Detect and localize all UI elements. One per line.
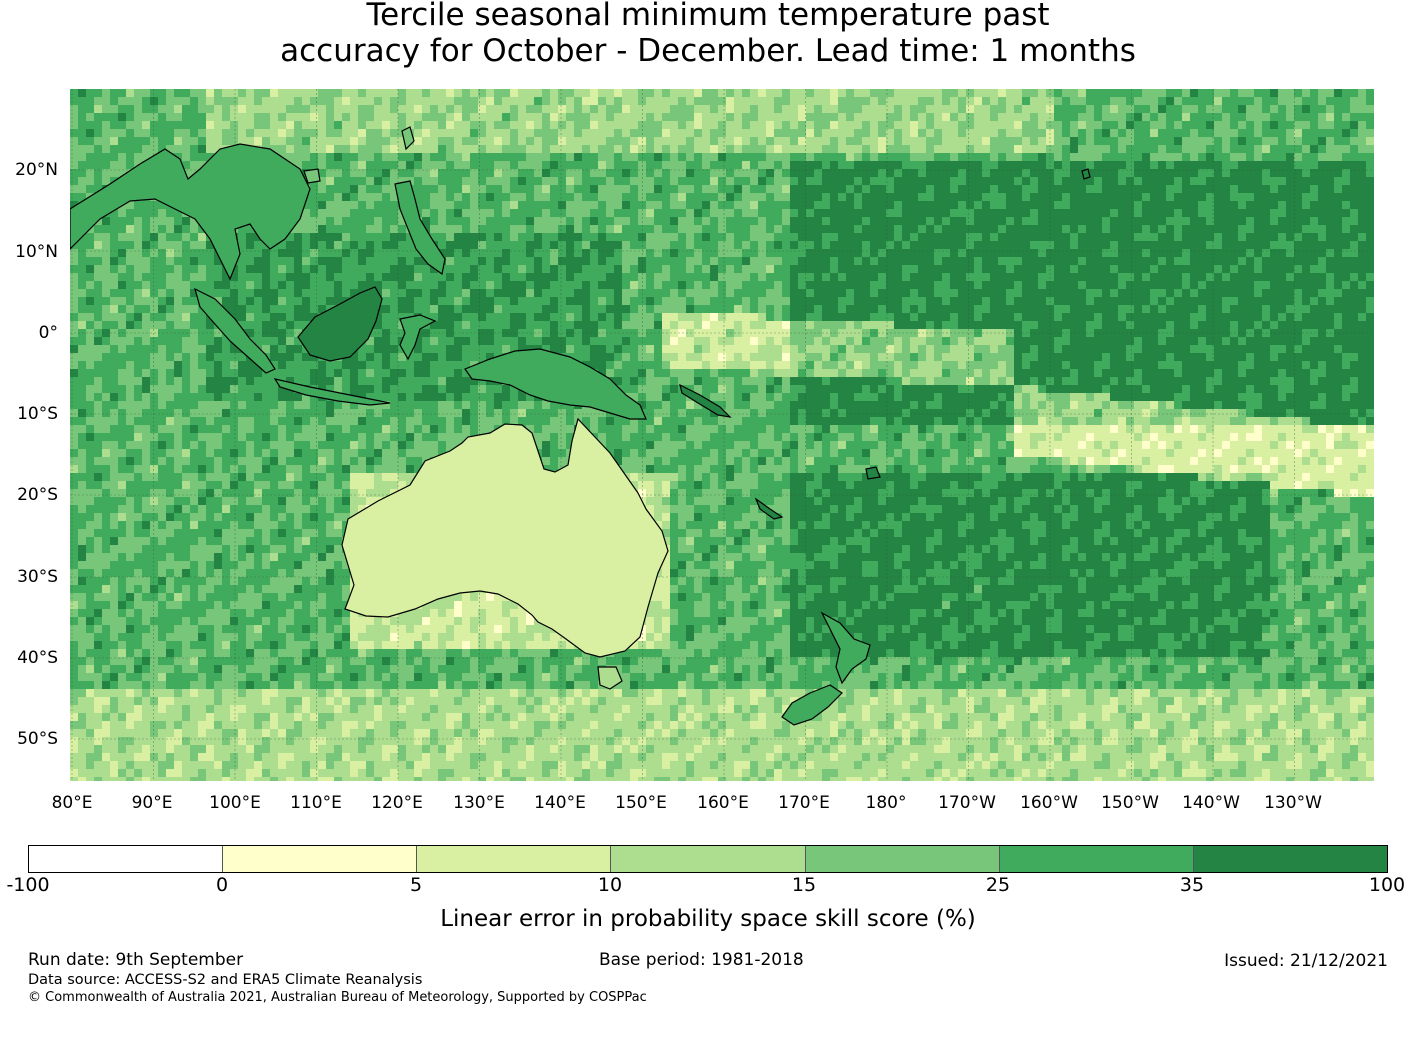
lat-label-20s: 20°S — [17, 485, 58, 505]
lat-label-30s: 30°S — [17, 567, 58, 587]
colorbar-tick: 100 — [1368, 874, 1406, 896]
skill-score-map — [70, 89, 1374, 781]
lon-label-130e: 130°E — [453, 793, 505, 813]
new-guinea-coastline — [464, 348, 647, 420]
run-date: Run date: 9th September — [28, 950, 244, 970]
lon-label-140e: 140°E — [534, 793, 586, 813]
colorbar-tick: 0 — [215, 874, 229, 896]
lon-label-170e: 170°E — [778, 793, 830, 813]
issued-date: Issued: 21/12/2021 — [1224, 951, 1388, 971]
lon-label-160e: 160°E — [697, 793, 749, 813]
lat-label-50s: 50°S — [17, 729, 58, 749]
philippines-coastline — [394, 180, 446, 276]
colorbar-tick: 5 — [409, 874, 423, 896]
lon-label-180: 180° — [865, 793, 907, 813]
lon-label-170w: 170°W — [938, 793, 996, 813]
colorbar-tick: 35 — [1179, 874, 1205, 896]
solomon-islands-coastline — [679, 383, 732, 418]
indochina-coastline — [70, 143, 311, 281]
copyright: © Commonwealth of Australia 2021, Austra… — [28, 990, 647, 1005]
borneo-coastline — [297, 286, 383, 362]
new-zealand-south-coastline — [781, 684, 843, 726]
hawaii-coastline — [1081, 168, 1091, 180]
lon-label-120e: 120°E — [371, 793, 423, 813]
colorbar-swatch-10-15 — [611, 846, 806, 872]
lon-label-80e: 80°E — [51, 793, 93, 813]
colorbar-tick: 25 — [985, 874, 1011, 896]
coastlines — [70, 126, 1091, 726]
lat-label-10n: 10°N — [15, 242, 58, 262]
chart-title-line-2: accuracy for October - December. Lead ti… — [280, 33, 1136, 69]
hainan-coastline — [303, 168, 321, 184]
lon-label-100e: 100°E — [209, 793, 261, 813]
lat-label-10s: 10°S — [17, 404, 58, 424]
colorbar-swatch-15-25 — [805, 846, 1000, 872]
colorbar-swatch-25-35 — [999, 846, 1194, 872]
new-zealand-north-coastline — [820, 611, 871, 685]
chart-title-line-1: Tercile seasonal minimum temperature pas… — [366, 0, 1050, 33]
lon-label-150e: 150°E — [615, 793, 667, 813]
colorbar-swatch-5-10 — [417, 846, 612, 872]
australia-coastline — [341, 417, 669, 658]
map-gridlines — [70, 89, 1374, 781]
lon-label-140w: 140°W — [1182, 793, 1240, 813]
lon-label-160w: 160°W — [1020, 793, 1078, 813]
lat-label-20n: 20°N — [15, 160, 58, 180]
map-canvas — [70, 89, 1374, 781]
colorbar-tick: 15 — [791, 874, 817, 896]
taiwan-coastline — [401, 126, 415, 151]
lon-label-150w: 150°W — [1101, 793, 1159, 813]
lat-label-equator: 0° — [38, 323, 58, 343]
skill-colorbar — [28, 845, 1388, 873]
java-coastline — [273, 378, 391, 406]
colorbar-tick: -100 — [6, 874, 50, 896]
fiji-coastline — [865, 466, 881, 480]
colorbar-title: Linear error in probability space skill … — [440, 906, 976, 932]
colorbar-swatch-neg100-0 — [29, 846, 224, 872]
colorbar-swatch-35-100 — [1193, 846, 1387, 872]
tasmania-coastline — [597, 666, 623, 690]
colorbar-tick: 10 — [597, 874, 623, 896]
sulawesi-coastline — [399, 314, 437, 361]
colorbar-swatch-0-5 — [223, 846, 418, 872]
base-period: Base period: 1981-2018 — [599, 950, 804, 970]
lon-label-90e: 90°E — [131, 793, 173, 813]
lat-label-40s: 40°S — [17, 648, 58, 668]
lon-label-130w: 130°W — [1264, 793, 1322, 813]
new-caledonia-coastline — [754, 497, 784, 520]
data-source: Data source: ACCESS-S2 and ERA5 Climate … — [28, 972, 423, 988]
lon-label-110e: 110°E — [290, 793, 342, 813]
sumatra-coastline — [194, 287, 276, 374]
